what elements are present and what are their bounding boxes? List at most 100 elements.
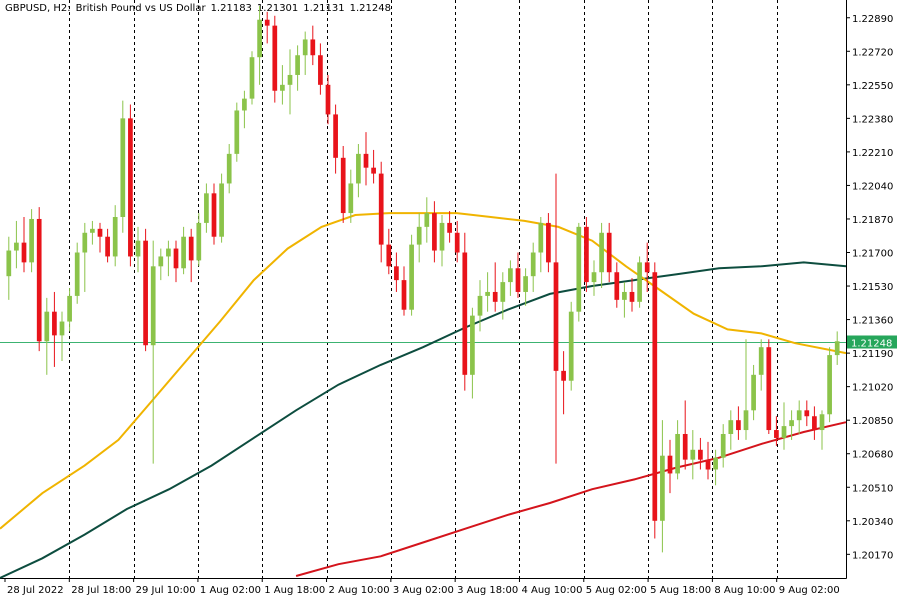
- candle-bearish: [211, 193, 217, 237]
- candle-bullish: [29, 218, 34, 263]
- y-tick-label: 1.22380: [852, 114, 893, 125]
- candle-bullish: [287, 74, 293, 85]
- candle-bearish: [394, 266, 399, 281]
- y-tick-label: 1.21360: [852, 316, 893, 327]
- candle-bearish: [652, 272, 658, 521]
- candle-bullish: [758, 347, 764, 375]
- candle-bullish: [234, 110, 240, 154]
- ohlc-open: 1.21183: [210, 3, 252, 14]
- x-tick-label: 1 Aug 18:00: [264, 585, 325, 596]
- y-tick-label: 1.21530: [852, 282, 893, 293]
- candle-bullish: [44, 311, 50, 342]
- y-tick-label: 1.20170: [852, 550, 893, 561]
- x-tick-label: 28 Jul 2022: [7, 585, 64, 596]
- candle-bullish: [675, 433, 680, 474]
- y-tick-label: 1.20510: [852, 483, 893, 494]
- candle-bearish: [371, 167, 376, 174]
- candle-bearish: [804, 410, 810, 417]
- symbol-label: GBPUSD, H2:: [5, 3, 71, 14]
- candle-bullish: [150, 266, 156, 346]
- candle-bullish: [538, 222, 544, 253]
- y-tick-label: 1.21190: [852, 349, 893, 360]
- candle-bearish: [812, 416, 817, 431]
- candle-bearish: [272, 25, 278, 91]
- candle-bullish: [242, 98, 247, 111]
- candle-bullish: [485, 291, 490, 296]
- y-tick-label: 1.22550: [852, 81, 893, 92]
- candle-bullish: [690, 449, 696, 460]
- x-tick-label: 29 Jul 10:00: [136, 585, 196, 596]
- candle-bullish: [204, 193, 209, 223]
- candle-bullish: [356, 153, 361, 184]
- current-price-badge: [847, 335, 897, 349]
- candle-bullish: [720, 433, 726, 458]
- x-tick-label: 5 Aug 18:00: [650, 585, 711, 596]
- x-tick-label: 3 Aug 02:00: [393, 585, 454, 596]
- candle-bearish: [363, 153, 369, 168]
- candle-bullish: [90, 228, 95, 233]
- y-tick-label: 1.20680: [852, 450, 893, 461]
- x-tick-label: 1 Aug 02:00: [200, 585, 261, 596]
- candle-bullish: [751, 374, 756, 411]
- candle-bearish: [454, 232, 460, 253]
- candle-bullish: [158, 256, 164, 267]
- ohlc-high: 1.21301: [256, 3, 299, 14]
- candle-bullish: [819, 414, 825, 431]
- candle-bearish: [173, 248, 179, 269]
- candle-bearish: [386, 244, 392, 267]
- candle-bullish: [416, 226, 422, 245]
- candle-bullish: [599, 232, 604, 273]
- candle-bearish: [667, 455, 673, 474]
- candle-bullish: [302, 39, 308, 56]
- candle-bullish: [249, 57, 255, 99]
- candle-bullish: [834, 341, 840, 356]
- candle-bullish: [477, 295, 483, 316]
- candle-bearish: [325, 84, 331, 115]
- x-tick-label: 3 Aug 18:00: [457, 585, 518, 596]
- candle-bearish: [644, 262, 650, 273]
- x-tick-label: 4 Aug 10:00: [521, 585, 582, 596]
- candle-bearish: [606, 232, 612, 273]
- candle-bearish: [143, 240, 148, 346]
- candle-bearish: [36, 218, 42, 342]
- candle-bearish: [333, 114, 338, 158]
- candle-bullish: [439, 222, 445, 251]
- candle-bearish: [682, 433, 688, 460]
- candle-bullish: [181, 236, 186, 269]
- candle-bearish: [614, 272, 620, 300]
- candle-bearish: [128, 118, 133, 257]
- y-tick-label: 1.22890: [852, 14, 893, 25]
- candle-bearish: [105, 236, 110, 257]
- candle-bullish: [424, 213, 430, 227]
- candle-bearish: [21, 242, 27, 263]
- candle-bullish: [59, 321, 65, 336]
- candle-bullish: [827, 355, 832, 415]
- candle-bearish: [52, 311, 57, 336]
- candle-bullish: [409, 244, 414, 310]
- x-tick-label: 5 Aug 02:00: [586, 585, 647, 596]
- candle-bullish: [523, 276, 528, 292]
- candle-bullish: [120, 118, 126, 217]
- x-tick-label: 2 Aug 10:00: [329, 585, 390, 596]
- candle-bullish: [789, 420, 794, 427]
- candle-bearish: [546, 222, 551, 263]
- candle-bearish: [561, 370, 566, 381]
- candle-bullish: [348, 183, 354, 214]
- candle-bearish: [553, 262, 559, 371]
- y-tick-label: 1.21700: [852, 249, 893, 260]
- current-price-label: 1.21248: [851, 339, 892, 350]
- x-tick-label: 9 Aug 02:00: [779, 585, 840, 596]
- candle-bearish: [447, 222, 452, 233]
- candle-bearish: [310, 39, 316, 56]
- candle-bullish: [112, 216, 118, 257]
- candle-bearish: [264, 19, 270, 26]
- y-tick-label: 1.22040: [852, 181, 893, 192]
- candle-bearish: [401, 280, 407, 310]
- candle-bullish: [508, 268, 513, 283]
- y-tick-label: 1.22210: [852, 148, 893, 159]
- candle-bullish: [295, 55, 300, 75]
- candle-bullish: [67, 295, 72, 322]
- candle-bullish: [576, 226, 582, 312]
- y-tick-label: 1.20340: [852, 517, 893, 528]
